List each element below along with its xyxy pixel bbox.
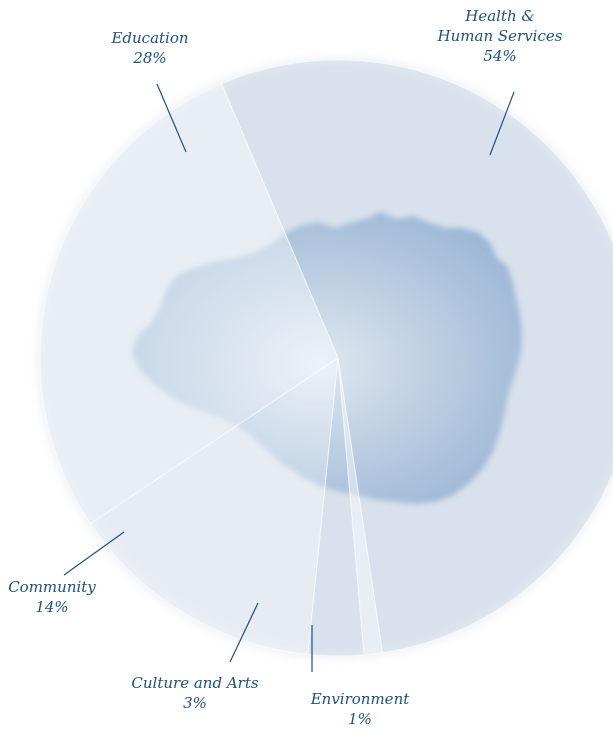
- pie-slice-community: [89, 356, 339, 656]
- leader-line-culture-and-arts: [229, 602, 259, 663]
- leader-lines: [63, 83, 515, 672]
- label-culture-arts: Culture and Arts 3%: [115, 673, 275, 713]
- label-environment-name: Environment: [310, 690, 410, 708]
- label-health-line2: Human Services: [437, 27, 563, 45]
- label-health-percent: 54%: [483, 47, 517, 65]
- label-health-human-services: Health & Human Services 54%: [420, 6, 580, 66]
- leader-line-community: [63, 531, 125, 576]
- label-education-name: Education: [111, 29, 189, 47]
- label-community-name: Community: [8, 578, 96, 596]
- label-education-percent: 28%: [133, 49, 167, 67]
- label-community: Community 14%: [2, 577, 102, 617]
- label-environment: Environment 1%: [295, 689, 425, 729]
- leader-line-health-human-services: [489, 91, 515, 156]
- label-education: Education 28%: [90, 28, 210, 68]
- label-community-percent: 14%: [35, 598, 69, 616]
- label-culture-name: Culture and Arts: [131, 674, 259, 692]
- leader-line-education: [156, 83, 187, 153]
- pie-slice-education: [39, 83, 339, 525]
- pie-slice-health-human-services: [220, 59, 613, 654]
- label-environment-percent: 1%: [348, 710, 372, 728]
- pie-slices: [39, 59, 613, 657]
- label-culture-percent: 3%: [183, 694, 207, 712]
- label-health-line1: Health &: [465, 7, 535, 25]
